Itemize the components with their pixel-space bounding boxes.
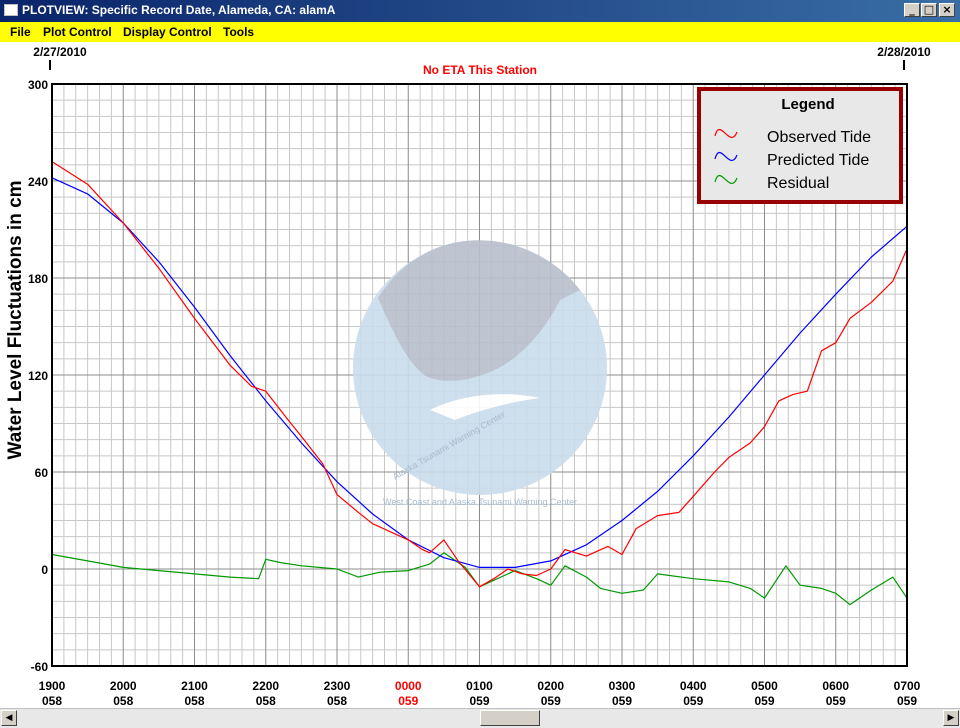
y-tick-label: 300: [28, 78, 48, 92]
x-tick-time: 0600: [822, 679, 849, 693]
window-titlebar: PLOTVIEW: Specific Record Date, Alameda,…: [0, 0, 960, 22]
x-tick-day: 059: [754, 694, 774, 708]
x-tick-day: 058: [113, 694, 133, 708]
menu-file[interactable]: File: [10, 25, 31, 39]
y-tick-labels: -60 0 60 120 180 240 300: [28, 78, 48, 674]
x-tick-day: 058: [184, 694, 204, 708]
minimize-button[interactable]: _: [904, 3, 920, 17]
x-tick-time: 0300: [609, 679, 636, 693]
legend-title: Legend: [781, 96, 834, 113]
x-tick-day: 059: [398, 694, 418, 708]
y-tick-label: -60: [31, 660, 49, 674]
x-tick-day: 059: [683, 694, 703, 708]
menu-plot-control[interactable]: Plot Control: [43, 25, 112, 39]
x-tick-day: 059: [826, 694, 846, 708]
window-title: PLOTVIEW: Specific Record Date, Alameda,…: [22, 3, 336, 17]
series-layer: [51, 161, 908, 606]
y-tick-label: 240: [28, 175, 48, 189]
legend-swatch-observed: [714, 128, 738, 139]
tide-chart: 2/27/2010 2/28/2010 No ETA This Station …: [5, 45, 931, 708]
x-tick-labels: 1900058200005821000582200058230005800000…: [39, 679, 921, 708]
series-predicted-tide: [51, 177, 908, 569]
date-left: 2/27/2010: [33, 45, 87, 59]
x-tick-time: 0100: [466, 679, 493, 693]
plot-frame: [51, 83, 908, 667]
x-tick-time: 2000: [110, 679, 137, 693]
close-button[interactable]: ×: [939, 3, 955, 17]
legend: Legend Observed Tide Predicted Tide Resi…: [697, 87, 903, 204]
x-tick-day: 058: [256, 694, 276, 708]
legend-swatch-residual: [714, 174, 738, 185]
legend-label-residual: Residual: [767, 175, 829, 192]
horizontal-scrollbar[interactable]: ◀ ▶: [0, 708, 960, 728]
y-axis-label: Water Level Fluctuations in cm: [5, 180, 26, 459]
x-tick-time: 0700: [894, 679, 921, 693]
x-tick-time: 0200: [537, 679, 564, 693]
x-tick-day: 059: [469, 694, 489, 708]
x-tick-time: 1900: [39, 679, 66, 693]
y-tick-label: 180: [28, 272, 48, 286]
scroll-left-button[interactable]: ◀: [1, 710, 17, 726]
watermark-text-right: West Coast and Alaska Tsunami Warning Ce…: [383, 497, 577, 507]
noaa-watermark: Alaska Tsunami Warning Center West Coast…: [353, 240, 607, 507]
x-tick-day: 059: [541, 694, 561, 708]
legend-swatch-predicted: [714, 151, 738, 162]
chart-notice: No ETA This Station: [423, 63, 537, 77]
chart-area: 2/27/2010 2/28/2010 No ETA This Station …: [0, 42, 960, 708]
x-tick-time: 2200: [252, 679, 279, 693]
scroll-thumb[interactable]: [480, 710, 540, 726]
x-tick-day: 058: [327, 694, 347, 708]
legend-label-predicted: Predicted Tide: [767, 152, 869, 169]
x-tick-time: 0000: [395, 679, 422, 693]
x-tick-time: 0500: [751, 679, 778, 693]
maximize-button[interactable]: □: [921, 3, 937, 17]
x-tick-day: 058: [42, 694, 62, 708]
y-tick-label: 120: [28, 369, 48, 383]
x-tick-day: 059: [612, 694, 632, 708]
x-tick-time: 2300: [324, 679, 351, 693]
date-right: 2/28/2010: [877, 45, 931, 59]
watermark-bird: [378, 240, 580, 381]
menu-display-control[interactable]: Display Control: [123, 25, 212, 39]
watermark-wing: [430, 394, 540, 420]
app-icon: [4, 4, 18, 16]
y-tick-label: 60: [35, 466, 49, 480]
legend-label-observed: Observed Tide: [767, 129, 871, 146]
menu-tools[interactable]: Tools: [223, 25, 255, 39]
x-tick-time: 2100: [181, 679, 208, 693]
x-tick-day: 059: [897, 694, 917, 708]
series-observed-tide: [51, 161, 908, 588]
menu-bar: File Plot Control Display Control Tools: [0, 22, 960, 42]
scroll-right-button[interactable]: ▶: [943, 710, 959, 726]
x-tick-time: 0400: [680, 679, 707, 693]
y-tick-label: 0: [41, 563, 48, 577]
